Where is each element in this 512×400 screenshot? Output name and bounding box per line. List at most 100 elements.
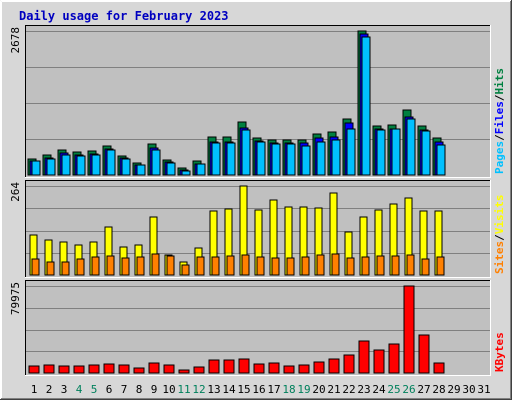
bar-pages-day-8 — [136, 164, 146, 176]
panel-visits-sites: 264 Sites/Visits — [9, 180, 506, 278]
bar-sites-day-10 — [166, 255, 175, 276]
bar-kbytes-day-1 — [28, 365, 40, 374]
bar-sites-day-27 — [421, 258, 430, 276]
bar-sites-day-13 — [211, 256, 220, 276]
legend-entry: Visits — [493, 195, 506, 235]
day-label-15: 15 — [237, 383, 250, 396]
bar-pages-day-3 — [61, 154, 71, 176]
bar-kbytes-day-12 — [193, 366, 205, 374]
day-label-19: 19 — [297, 383, 310, 396]
day-label-27: 27 — [417, 383, 430, 396]
bar-pages-day-21 — [331, 139, 341, 176]
bar-pages-day-24 — [376, 129, 386, 176]
legend-entry: Hits — [493, 68, 506, 95]
bar-sites-day-12 — [196, 256, 205, 276]
day-label-26: 26 — [402, 383, 415, 396]
bar-sites-day-8 — [136, 256, 145, 276]
bar-kbytes-day-5 — [88, 364, 100, 374]
bar-pages-day-19 — [301, 145, 311, 176]
bar-pages-day-9 — [151, 149, 161, 176]
bar-kbytes-day-20 — [313, 361, 325, 374]
bar-sites-day-18 — [286, 257, 295, 276]
bar-sites-day-6 — [106, 255, 115, 276]
day-label-31: 31 — [477, 383, 490, 396]
series-sites — [31, 253, 445, 276]
bar-sites-day-5 — [91, 256, 100, 276]
day-label-30: 30 — [462, 383, 475, 396]
day-label-10: 10 — [162, 383, 175, 396]
bar-pages-day-5 — [91, 154, 101, 176]
day-label-16: 16 — [252, 383, 265, 396]
bar-sites-day-3 — [61, 261, 70, 276]
day-label-24: 24 — [372, 383, 386, 396]
bar-sites-day-22 — [346, 257, 355, 276]
bar-kbytes-day-26 — [403, 285, 415, 374]
y-max-label: 264 — [9, 182, 22, 202]
legend-entry: KBytes — [493, 332, 506, 372]
bar-sites-day-11 — [181, 264, 190, 276]
chart-panels: 2678Pages/Files/Hits264Sites/Visits79975… — [9, 25, 506, 376]
chart-title: Daily usage for February 2023 — [19, 9, 229, 23]
legend-entry: / — [493, 234, 506, 241]
bar-kbytes-day-18 — [283, 365, 295, 374]
bar-kbytes-day-14 — [223, 359, 235, 374]
bar-sites-day-20 — [316, 254, 325, 276]
y-max-label: 2678 — [9, 27, 22, 54]
bar-kbytes-day-11 — [178, 369, 190, 374]
bar-kbytes-day-24 — [373, 349, 385, 374]
bar-sites-day-21 — [331, 253, 340, 276]
day-label-5: 5 — [91, 383, 98, 396]
bar-sites-day-1 — [31, 258, 40, 276]
bar-sites-day-9 — [151, 253, 160, 276]
day-label-4: 4 — [76, 383, 83, 396]
bar-pages-day-26 — [406, 118, 416, 176]
day-label-8: 8 — [136, 383, 143, 396]
bar-pages-day-16 — [256, 141, 266, 176]
day-label-23: 23 — [357, 383, 370, 396]
bar-sites-day-17 — [271, 257, 280, 276]
bar-sites-day-7 — [121, 257, 130, 276]
bar-kbytes-day-27 — [418, 334, 430, 374]
panel-kbytes: 79975 KBytes — [9, 280, 506, 376]
bar-pages-day-20 — [316, 141, 326, 176]
series-pages — [31, 36, 446, 176]
bar-pages-day-15 — [241, 129, 251, 176]
bar-sites-day-25 — [391, 255, 400, 276]
bar-kbytes-day-13 — [208, 359, 220, 374]
bar-pages-day-14 — [226, 142, 236, 176]
bar-pages-day-12 — [196, 163, 206, 176]
bar-kbytes-day-7 — [118, 364, 130, 374]
bar-sites-day-14 — [226, 255, 235, 276]
day-label-29: 29 — [447, 383, 460, 396]
bar-sites-day-24 — [376, 255, 385, 276]
bar-sites-day-15 — [241, 254, 250, 276]
bar-kbytes-day-10 — [163, 364, 175, 374]
day-label-21: 21 — [327, 383, 340, 396]
y-max-label: 79975 — [9, 282, 22, 315]
bar-pages-day-22 — [346, 128, 356, 176]
day-label-20: 20 — [312, 383, 325, 396]
bar-pages-day-1 — [31, 160, 41, 176]
day-label-7: 7 — [121, 383, 128, 396]
bar-pages-day-13 — [211, 142, 221, 176]
legend-entry: Pages — [493, 141, 506, 174]
bar-kbytes-day-16 — [253, 363, 265, 374]
bar-pages-day-25 — [391, 128, 401, 176]
bar-kbytes-day-23 — [358, 340, 370, 374]
bar-sites-day-2 — [46, 261, 55, 276]
day-label-28: 28 — [432, 383, 445, 396]
bar-kbytes-day-15 — [238, 358, 250, 374]
bar-sites-day-23 — [361, 256, 370, 276]
day-label-1: 1 — [31, 383, 38, 396]
bar-sites-day-19 — [301, 256, 310, 276]
bar-pages-day-7 — [121, 158, 131, 176]
day-label-13: 13 — [207, 383, 220, 396]
legend-entry: Files — [493, 101, 506, 134]
day-label-25: 25 — [387, 383, 400, 396]
bar-kbytes-day-2 — [43, 364, 55, 374]
bar-pages-day-6 — [106, 149, 116, 176]
legend-entry: / — [493, 134, 506, 141]
bar-pages-day-28 — [436, 144, 446, 176]
